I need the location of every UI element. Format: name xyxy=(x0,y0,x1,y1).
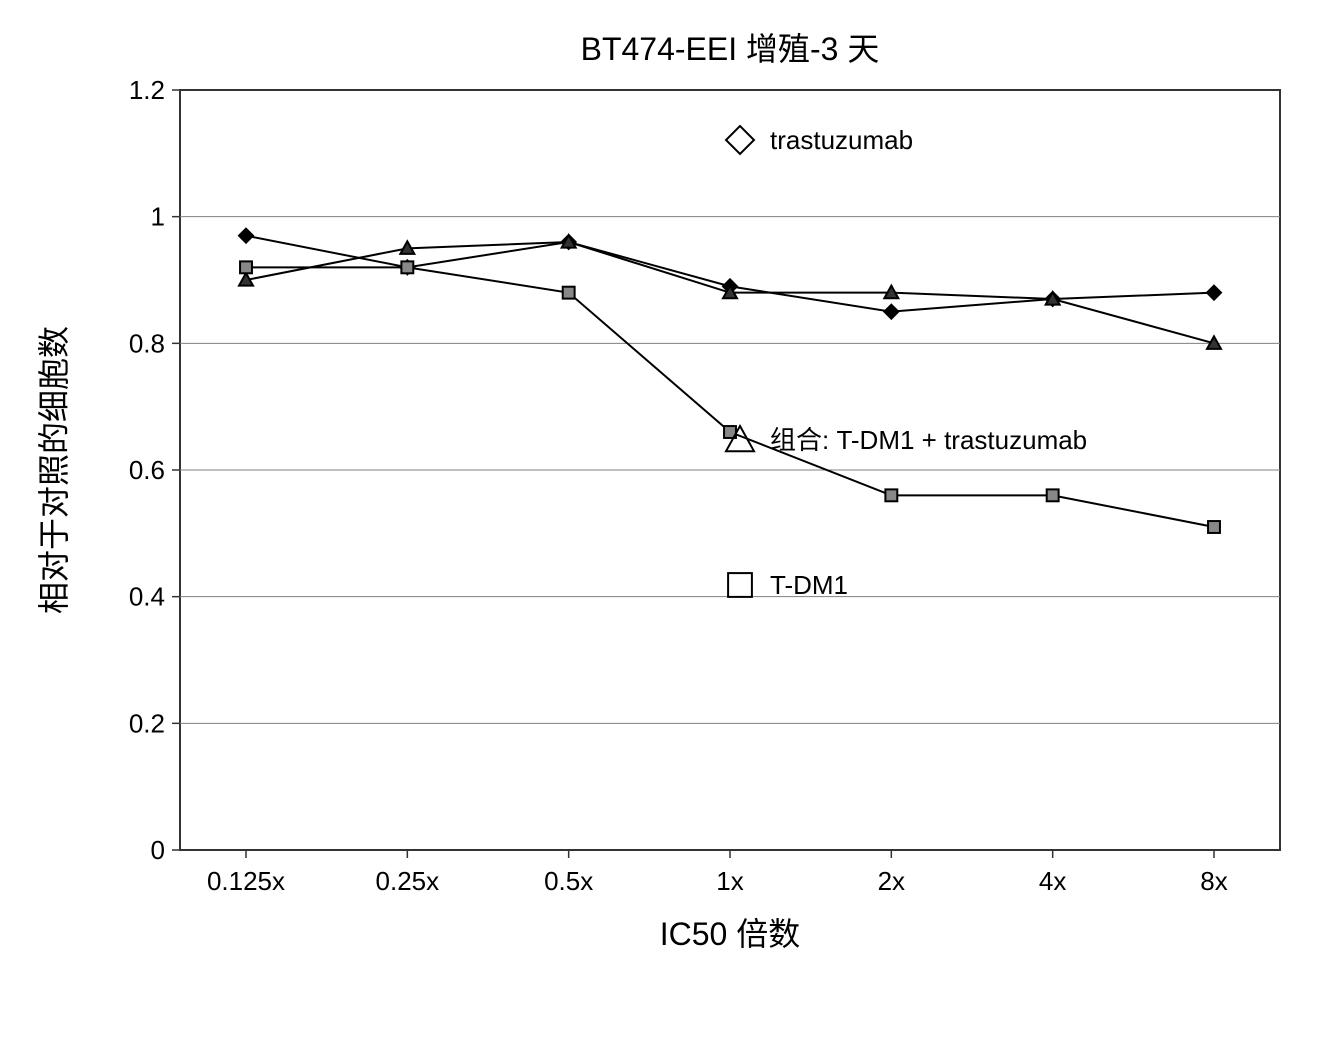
series-marker xyxy=(884,305,898,319)
chart-svg: BT474-EEI 增殖-3 天相对于对照的细胞数 IC50 倍数 0 0.2 0.4 0… xyxy=(20,20,1320,1023)
y-tick-label: 0.8 xyxy=(129,328,165,358)
series-marker xyxy=(239,229,253,243)
x-axis-label: IC50 倍数 xyxy=(660,916,801,952)
series-marker xyxy=(240,261,252,273)
y-tick-label: 0.6 xyxy=(129,455,165,485)
x-tick-label: 2x xyxy=(878,866,905,896)
legend-label: 组合: T-DM1 + trastuzumab xyxy=(770,425,1087,455)
chart-title: BT474-EEI 增殖-3 天 xyxy=(581,31,880,67)
y-tick-label: 1.2 xyxy=(129,75,165,105)
series-line xyxy=(246,236,1214,312)
legend-label: trastuzumab xyxy=(770,125,913,155)
x-tick-label: 4x xyxy=(1039,866,1066,896)
y-tick-label: 1 xyxy=(151,202,165,232)
series-line xyxy=(246,267,1214,527)
x-tick-label: 8x xyxy=(1200,866,1227,896)
x-tick-label: 0.25x xyxy=(376,866,440,896)
series-marker xyxy=(401,261,413,273)
series-marker xyxy=(885,489,897,501)
y-tick-label: 0.4 xyxy=(129,582,165,612)
series-marker xyxy=(1047,489,1059,501)
legend-marker-square xyxy=(728,573,752,597)
legend-marker-diamond xyxy=(726,126,754,154)
legend-label: T-DM1 xyxy=(770,570,848,600)
x-tick-label: 1x xyxy=(716,866,743,896)
x-tick-label: 0.125x xyxy=(207,866,285,896)
series-marker xyxy=(1207,286,1221,300)
y-tick-label: 0.2 xyxy=(129,708,165,738)
y-tick-label: 0 xyxy=(151,835,165,865)
series-marker xyxy=(563,287,575,299)
y-axis-label: 相对于对照的细胞数 xyxy=(36,326,72,614)
chart-container: BT474-EEI 增殖-3 天相对于对照的细胞数 IC50 倍数 0 0.2 0.4 0… xyxy=(20,20,1320,1023)
series-marker xyxy=(1208,521,1220,533)
x-tick-label: 0.5x xyxy=(544,866,593,896)
